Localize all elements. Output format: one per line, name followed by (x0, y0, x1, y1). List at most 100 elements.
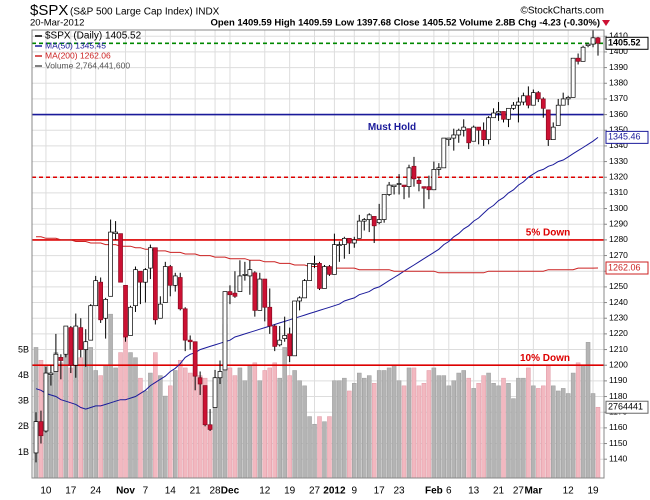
volume-bar (63, 354, 69, 479)
volume-bar (173, 370, 178, 479)
legend-label: MA(50) 1345.45 (45, 40, 106, 50)
volume-bar (287, 375, 292, 479)
candle-body (481, 129, 486, 141)
candle-body (202, 385, 208, 426)
volume-bar (391, 365, 397, 479)
volume-bar (187, 372, 193, 479)
candle-body (237, 275, 243, 292)
y-tick-label: 1250 (609, 281, 628, 291)
x-tick-label: 17 (65, 486, 77, 497)
candle-body (78, 327, 84, 350)
candle-body (33, 421, 39, 454)
volume-bar (217, 377, 223, 479)
candle-body (356, 220, 362, 239)
volume-bar (292, 370, 297, 479)
price-tag: 1262.06 (608, 262, 641, 272)
plot-frame (31, 29, 605, 479)
volume-bar (411, 367, 417, 479)
volume-bar (327, 416, 332, 479)
candle-body (177, 277, 183, 310)
candle-body (287, 333, 292, 357)
volume-bar (158, 375, 163, 479)
source: ©StockCharts.com (520, 6, 604, 17)
candle-body (98, 281, 104, 321)
candle-body (128, 306, 133, 336)
x-tick-label: 28 (209, 486, 221, 497)
candle-body (48, 372, 54, 375)
reference-label: 5% Down (526, 228, 570, 239)
volume-bar (272, 362, 277, 479)
x-tick-label: 27 (309, 486, 321, 497)
volume-tick-label: 5B (18, 344, 29, 354)
volume-bar (277, 377, 282, 479)
y-tick-label: 1340 (609, 140, 628, 150)
volume-bar (262, 370, 268, 479)
candle-body (247, 269, 253, 277)
y-tick-label: 1320 (609, 171, 628, 181)
volume-bar (471, 388, 476, 479)
volume-bar (366, 375, 372, 479)
y-tick-label: 1370 (609, 93, 628, 103)
candle-body (426, 186, 432, 191)
volume-bar (570, 372, 576, 479)
volume-bar (177, 359, 183, 479)
candle-body (73, 325, 79, 366)
y-tick-label: 1270 (609, 250, 628, 260)
candle-body (292, 300, 297, 357)
volume-bar (560, 388, 566, 479)
candle-body (361, 219, 367, 222)
y-tick-label: 1330 (609, 156, 628, 166)
volume-bar (168, 385, 173, 479)
candle-body (162, 266, 168, 303)
candle-body (138, 270, 143, 283)
volume-bar (376, 370, 382, 479)
volume-bar (83, 349, 88, 479)
candle-body (511, 104, 516, 109)
volume-bar (401, 385, 407, 479)
volume-bar (486, 372, 491, 479)
price-tag: 1405.52 (608, 38, 641, 48)
volume-bar (441, 375, 447, 479)
volume-bar (436, 375, 442, 479)
price-tag-box (605, 261, 649, 275)
candle-body (68, 327, 74, 366)
volume-bar (521, 377, 526, 479)
y-tick-label: 1310 (609, 187, 628, 197)
candle-body (192, 341, 198, 377)
volume-bar (466, 377, 471, 479)
candle-body (337, 244, 342, 246)
volume-bar (257, 380, 263, 479)
volume-bar (426, 370, 432, 479)
volume-bar (252, 362, 258, 479)
candle-body (461, 126, 467, 131)
volume-bar (103, 365, 108, 479)
y-tick-label: 1160 (609, 422, 628, 432)
chart-title: $SPX (30, 2, 68, 19)
candle-body (148, 247, 153, 269)
x-tick-label: Nov (116, 486, 135, 497)
volume-bar (118, 352, 123, 479)
y-tick-label: 1210 (609, 344, 628, 354)
y-tick-label: 1240 (609, 297, 628, 307)
candle-body (182, 308, 188, 341)
candle-body (486, 117, 491, 141)
candle-body (93, 280, 99, 307)
volume-bar (317, 416, 322, 479)
candle-body (506, 107, 511, 120)
candle-body (421, 186, 427, 189)
volume-bar (431, 367, 437, 479)
candle-body (526, 95, 531, 106)
volume-bar (496, 385, 501, 479)
candle-body (466, 128, 472, 144)
volume-bar (371, 383, 377, 479)
volume-bar (237, 367, 243, 479)
volume-bar (595, 406, 601, 479)
candle-body (58, 357, 64, 361)
x-tick-label: 21 (190, 486, 202, 497)
volume-bar (416, 385, 422, 479)
ma-line (36, 236, 599, 274)
candle-body (262, 278, 268, 308)
y-tick-label: 1200 (609, 359, 628, 369)
candle-body (471, 126, 477, 142)
